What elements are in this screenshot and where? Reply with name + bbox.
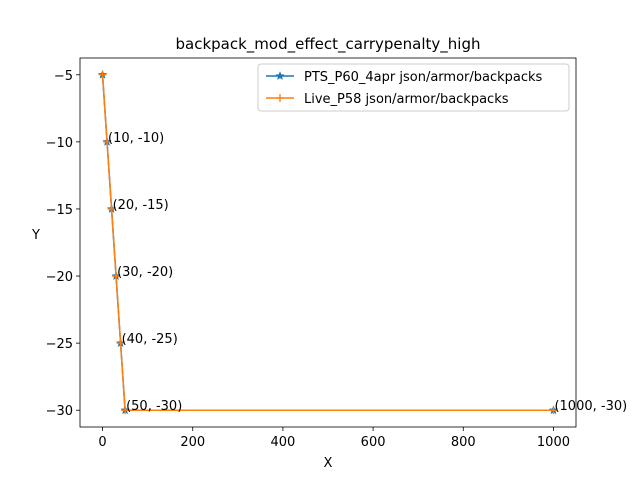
point-annotation: (1000, -30) xyxy=(554,399,627,414)
x-tick-label: 600 xyxy=(361,435,386,450)
y-tick-label: −25 xyxy=(46,337,73,352)
point-annotation: (30, -20) xyxy=(117,265,173,280)
legend-label: PTS_P60_4apr json/armor/backpacks xyxy=(304,70,543,85)
data-point xyxy=(98,70,107,79)
data-point xyxy=(549,406,558,415)
y-tick-label: −30 xyxy=(46,404,73,419)
point-annotation: (10, -10) xyxy=(108,131,164,146)
data-point xyxy=(121,406,130,415)
y-tick-label: −20 xyxy=(46,270,73,285)
legend-box xyxy=(257,63,570,112)
legend-marker xyxy=(275,71,285,80)
plot-area: 0 200 400 600 800 1000 −5 −10 −15 −20 −25 −30 (10, -… xyxy=(46,57,627,450)
data-point xyxy=(103,137,112,146)
x-tick-label: 800 xyxy=(451,435,476,450)
data-point xyxy=(112,272,121,281)
y-axis-label: Y xyxy=(31,228,40,243)
x-tick-label: 200 xyxy=(180,435,205,450)
x-tick-label: 1000 xyxy=(537,435,570,450)
data-point xyxy=(107,204,116,213)
point-annotation: (20, -15) xyxy=(113,198,169,213)
y-tick-label: −15 xyxy=(46,203,73,218)
chart-title: backpack_mod_effect_carrypenalty_high xyxy=(176,35,481,54)
legend-marker xyxy=(276,94,284,102)
x-tick-label: 400 xyxy=(270,435,295,450)
x-axis-label: X xyxy=(324,456,333,471)
legend: PTS_P60_4apr json/armor/backpacks Live_P5… xyxy=(257,63,570,112)
point-annotation: (40, -25) xyxy=(122,332,178,347)
series-line-2 xyxy=(101,74,554,411)
point-annotation: (50, -30) xyxy=(126,399,182,414)
y-tick-label: −10 xyxy=(46,136,73,151)
data-point xyxy=(116,339,125,348)
plot-frame xyxy=(79,57,577,428)
legend-label: Live_P58 json/armor/backpacks xyxy=(304,92,509,107)
series-line-1 xyxy=(101,74,554,411)
y-tick-label: −5 xyxy=(54,69,73,84)
x-tick-label: 0 xyxy=(98,435,106,450)
